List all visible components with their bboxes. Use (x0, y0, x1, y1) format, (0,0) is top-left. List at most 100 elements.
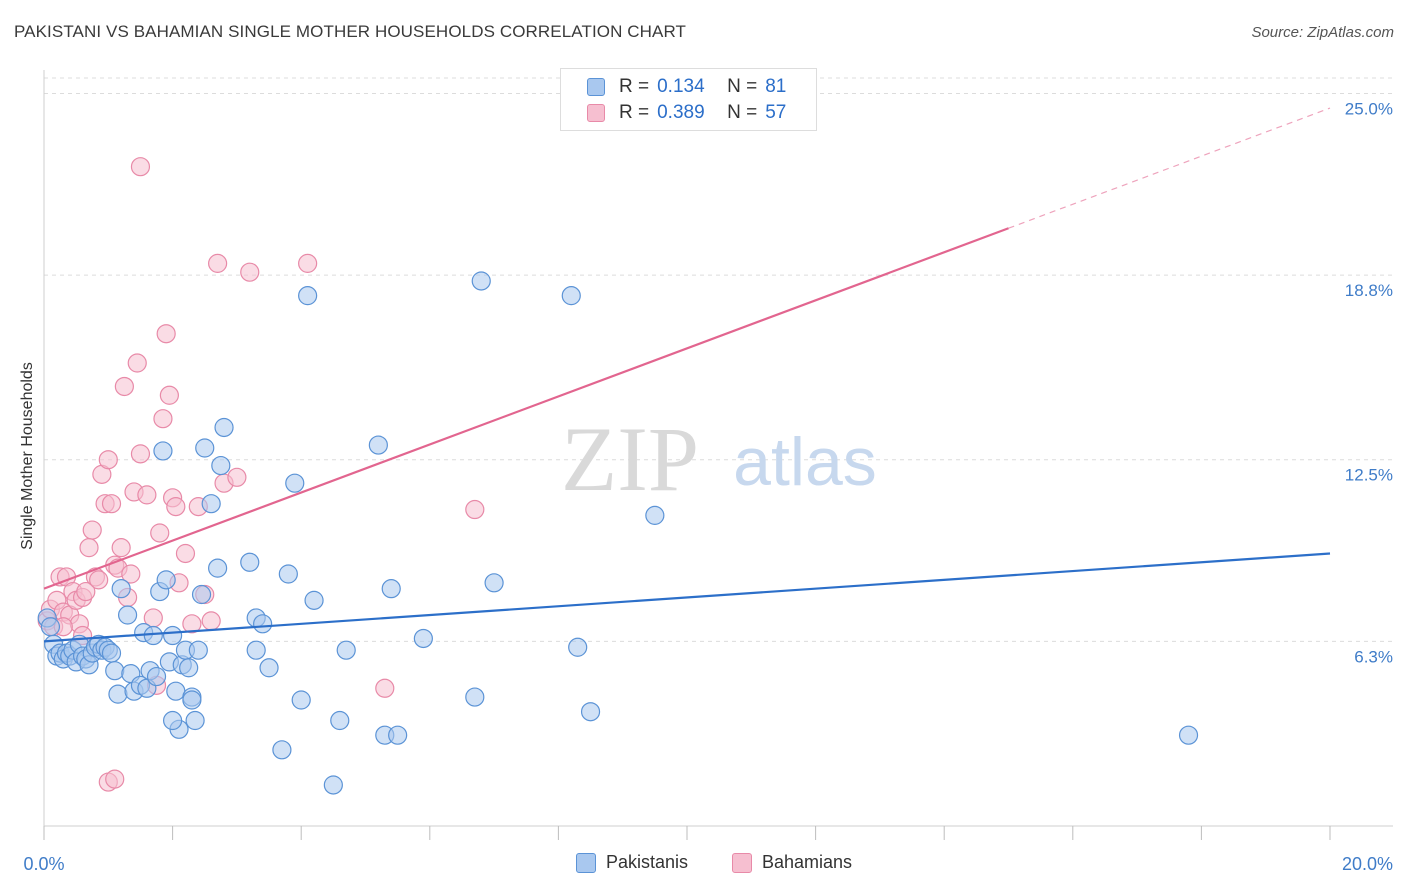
chart-source: Source: ZipAtlas.com (1251, 24, 1394, 41)
pakistani-point (111, 579, 131, 599)
legend-r-label: R = (619, 76, 650, 97)
pakistani-point (166, 681, 186, 701)
legend-swatch-bahamians (587, 104, 605, 122)
pakistani-point (368, 435, 388, 455)
legend-r-label: R = (619, 102, 650, 123)
series-pakistanis-points (37, 271, 1199, 795)
pakistani-point (143, 625, 163, 646)
pakistani-point (259, 658, 279, 678)
pakistani-point (304, 590, 324, 610)
bahamian-point (137, 485, 157, 505)
pakistani-point (323, 775, 343, 795)
pakistani-point (285, 473, 305, 493)
bahamian-point (227, 467, 247, 487)
bottom-legend-swatch-bahamians (732, 852, 752, 873)
pakistani-point (388, 725, 408, 745)
pakistani-point (182, 690, 202, 710)
watermark-atlas: atlas (733, 424, 877, 500)
bahamian-point (153, 409, 173, 429)
x-tick-label-min: 0.0% (23, 854, 64, 874)
bahamian-point (101, 494, 122, 514)
legend-n-label: N = (727, 76, 758, 97)
bahamian-point (82, 520, 102, 540)
bahamian-point (105, 769, 125, 789)
pakistani-point (645, 505, 665, 525)
bahamian-point (98, 450, 118, 470)
pakistani-point (156, 570, 176, 590)
pakistani-point (211, 455, 231, 476)
y-tick-label: 12.5% (1345, 466, 1393, 485)
trend-lines (43, 107, 1331, 643)
series-bahamians-points (37, 157, 485, 792)
x-tick-label-max: 20.0% (1342, 854, 1393, 874)
legend-n-value-bahamians: 57 (765, 102, 787, 123)
y-tick-label: 6.3% (1354, 647, 1393, 666)
pakistani-point (413, 628, 433, 649)
pakistani-point (484, 573, 504, 593)
bahamian-point (127, 353, 147, 373)
pakistani-point (146, 666, 167, 687)
bahamian-point (182, 614, 202, 634)
pakistani-point (568, 637, 588, 657)
pakistani-point (471, 271, 491, 291)
legend-n-label: N = (727, 102, 758, 123)
bahamian-point (240, 262, 260, 282)
axes (43, 70, 1393, 840)
pakistanis-trend-line (43, 552, 1331, 643)
bahamian-point (156, 324, 176, 344)
bottom-legend-label-pakistanis: Pakistanis (606, 852, 689, 872)
bahamian-point (111, 538, 131, 558)
pakistani-point (108, 684, 128, 704)
pakistani-point (330, 710, 350, 731)
pakistani-point (179, 658, 199, 678)
y-tick-label: 25.0% (1345, 99, 1393, 118)
pakistani-point (291, 690, 311, 710)
pakistani-point (188, 640, 208, 660)
pakistani-point (153, 441, 173, 461)
bahamian-point (79, 538, 99, 558)
bahamians-trend-line (43, 227, 1009, 590)
pakistani-point (1178, 725, 1199, 745)
pakistani-point (163, 625, 183, 646)
pakistani-point (101, 643, 122, 663)
pakistani-point (117, 605, 138, 625)
pakistani-point (40, 617, 61, 637)
pakistani-point (240, 552, 260, 572)
bahamian-point (201, 611, 221, 631)
pakistani-point (208, 558, 228, 578)
pakistani-point (272, 740, 292, 760)
bahamian-point (114, 376, 134, 397)
bahamian-point (166, 497, 186, 517)
legend-r-value-pakistanis: 0.134 (657, 76, 705, 97)
pakistani-point (298, 286, 318, 306)
bottom-legend-swatch-pakistanis (576, 852, 596, 873)
pakistani-point (381, 579, 401, 599)
pakistani-point (214, 417, 234, 438)
bahamian-point (121, 564, 141, 584)
pakistani-point (195, 438, 215, 458)
legend-row-pakistanis: R = 0.134 N = 81 (587, 75, 786, 99)
bahamian-point (298, 253, 318, 273)
pakistani-point (278, 564, 298, 584)
pakistani-point (580, 702, 601, 722)
bahamian-point (150, 523, 170, 543)
pakistani-point (163, 710, 183, 731)
pakistani-point (246, 640, 266, 660)
pakistani-point (105, 661, 125, 681)
watermark: ZIP atlas (561, 408, 877, 510)
pakistani-point (191, 584, 212, 605)
bahamian-point (130, 444, 151, 464)
bottom-legend-bahamians: Bahamians (732, 852, 852, 873)
bottom-legend-label-bahamians: Bahamians (762, 852, 853, 872)
pakistani-point (185, 710, 205, 731)
stats-legend: R = 0.134 N = 81 R = 0.389 N = 57 (560, 68, 817, 131)
chart-title: PAKISTANI VS BAHAMIAN SINGLE MOTHER HOUS… (14, 22, 687, 41)
pakistani-point (253, 614, 273, 634)
bahamian-point (208, 253, 228, 273)
legend-swatch-pakistanis (587, 78, 605, 96)
legend-r-value-bahamians: 0.389 (657, 102, 705, 123)
legend-row-bahamians: R = 0.389 N = 57 (587, 101, 786, 125)
pakistani-point (561, 286, 581, 306)
pakistani-point (465, 687, 485, 707)
